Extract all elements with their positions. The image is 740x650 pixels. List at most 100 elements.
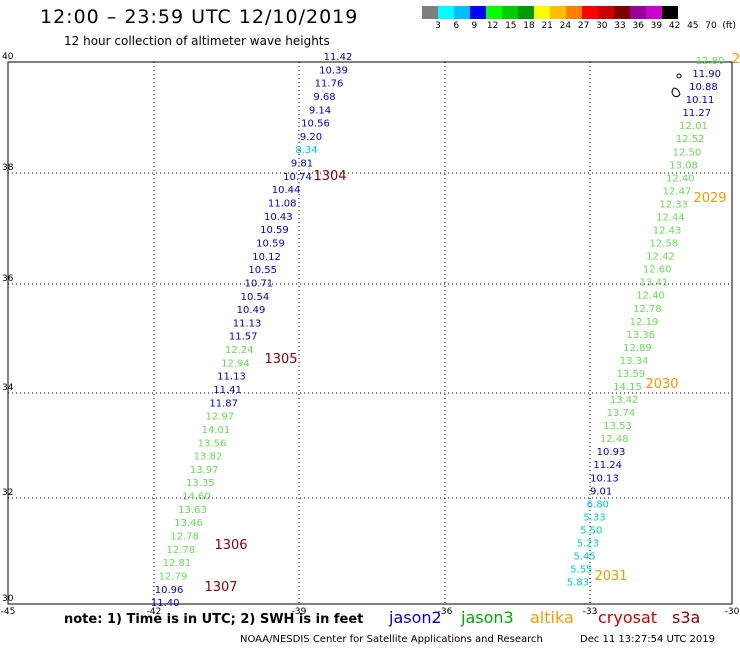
pass-time-label: 2031 (594, 569, 627, 584)
longitude-tick-label: -36 (438, 607, 453, 617)
longitude-tick-label: -33 (583, 607, 598, 617)
scale-tick-label: 24 (559, 21, 572, 31)
scale-swatch-6 (518, 6, 534, 19)
scale-tick-label: 45 (687, 21, 699, 31)
generated-timestamp: Dec 11 13:27:54 UTC 2019 (580, 634, 715, 645)
wave-height-label: 9.01 (590, 486, 612, 497)
wave-height-label: 10.96 (155, 585, 184, 596)
scale-tick-label: 21 (541, 21, 553, 31)
scale-swatch-2 (454, 6, 470, 19)
wave-height-label: 10.39 (319, 65, 348, 76)
wave-height-label: 11.42 (324, 52, 353, 63)
wave-height-label: 11.13 (217, 372, 246, 383)
wave-height-label: 13.41 (640, 278, 669, 289)
wave-height-label: 11.08 (268, 199, 297, 210)
pass-time-label: 2 (732, 52, 740, 67)
latitude-tick-label: 36 (2, 274, 14, 284)
color-scale-swatches (422, 6, 740, 19)
longitude-tick-label: -39 (292, 607, 307, 617)
wave-height-label: 11.40 (151, 598, 180, 609)
wave-height-label: 11.57 (229, 332, 258, 343)
longitude-tick-label: -42 (147, 607, 162, 617)
wave-height-label: 13.63 (178, 505, 207, 516)
scale-swatch-9 (566, 6, 582, 19)
page-title: 12:00 – 23:59 UTC 12/10/2019 (40, 6, 359, 28)
wave-height-label: 11.90 (692, 69, 721, 80)
credit-text: NOAA/NESDIS Center for Satellite Applica… (240, 634, 543, 645)
wave-height-label: 8.34 (295, 145, 317, 156)
wave-height-label: 9.20 (300, 132, 322, 143)
wave-height-label: 12.33 (659, 199, 688, 210)
scale-swatch-7 (534, 6, 550, 19)
legend-jason3: jason3 (461, 608, 514, 627)
wave-height-label: 10.49 (237, 305, 266, 316)
wave-height-label: 10.12 (252, 252, 281, 263)
wave-height-label: 10.74 (283, 172, 312, 183)
scale-tick-label: 27 (577, 21, 590, 31)
wave-height-label: 12.78 (170, 532, 199, 543)
island-outline (676, 73, 682, 79)
wave-height-label: 5.33 (583, 512, 605, 523)
wave-height-label: 12.48 (600, 434, 629, 445)
wave-height-label: 12.80 (696, 56, 725, 67)
pass-time-label: 1306 (214, 538, 247, 553)
wave-height-label: 12.78 (633, 304, 662, 315)
pass-time-label: 1305 (264, 352, 297, 367)
legend-jason2: jason2 (389, 608, 442, 627)
longitude-tick-label: -45 (1, 607, 16, 617)
wave-height-label: 13.08 (669, 160, 698, 171)
wave-height-label: 12.40 (636, 291, 665, 302)
scale-swatch-15 (662, 6, 678, 19)
wave-height-label: 13.59 (616, 369, 645, 380)
scale-swatch-14 (646, 6, 662, 19)
scale-tick-label: 6 (453, 21, 460, 31)
wave-height-label: 10.59 (256, 239, 285, 250)
wave-height-label: 13.97 (190, 465, 219, 476)
wave-height-label: 6.80 (587, 499, 609, 510)
wave-height-label: 12.58 (649, 239, 678, 250)
wave-height-label: 12.19 (630, 317, 659, 328)
scale-tick-label: 12 (486, 21, 499, 31)
scale-tick-label: 36 (632, 21, 644, 31)
note-text: note: 1) Time is in UTC; 2) SWH is in fe… (64, 612, 364, 627)
wave-height-label: 10.59 (260, 225, 289, 236)
scale-tick-label: (ft) (722, 21, 736, 31)
scale-swatch-4 (486, 6, 502, 19)
latitude-tick-label: 32 (2, 488, 13, 498)
scale-tick-label: 9 (471, 21, 478, 31)
wave-height-label: 13.36 (626, 330, 655, 341)
wave-height-label: 10.71 (244, 278, 273, 289)
scale-tick-label: 18 (523, 21, 535, 31)
wave-height-label: 12.01 (679, 121, 708, 132)
page-subtitle: 12 hour collection of altimeter wave hei… (64, 34, 330, 48)
scale-tick-label: 3 (435, 21, 441, 31)
scale-swatch-13 (630, 6, 646, 19)
wave-height-label: 11.76 (315, 79, 344, 90)
wave-height-label: 12.40 (666, 173, 695, 184)
wave-height-label: 13.46 (174, 518, 203, 529)
wave-height-label: 11.24 (593, 460, 622, 471)
wave-height-label: 11.27 (682, 108, 711, 119)
legend-cryosat: cryosat (598, 608, 658, 627)
wave-height-label: 12.50 (673, 147, 702, 158)
wave-height-label: 10.11 (686, 95, 715, 106)
island-outline (671, 87, 681, 98)
wave-height-label: 10.43 (264, 212, 293, 223)
scale-tick-label: 33 (614, 21, 626, 31)
wave-height-label: 12.43 (653, 226, 682, 237)
scale-swatch-12 (614, 6, 630, 19)
wave-height-label: 5.23 (577, 539, 599, 550)
wave-height-label: 13.74 (607, 408, 636, 419)
pass-time-label: 2030 (645, 377, 678, 392)
wave-height-label: 14.01 (202, 425, 231, 436)
pass-time-label: 2029 (693, 191, 726, 206)
wave-height-label: 12.52 (676, 134, 705, 145)
scale-swatch-5 (502, 6, 518, 19)
latitude-tick-label: 38 (2, 163, 14, 173)
wave-height-label: 12.79 (159, 572, 188, 583)
scale-swatch-11 (598, 6, 614, 19)
wave-height-label: 9.14 (309, 105, 331, 116)
wave-height-label: 11.13 (233, 318, 262, 329)
scale-tick-label: 30 (596, 21, 608, 31)
